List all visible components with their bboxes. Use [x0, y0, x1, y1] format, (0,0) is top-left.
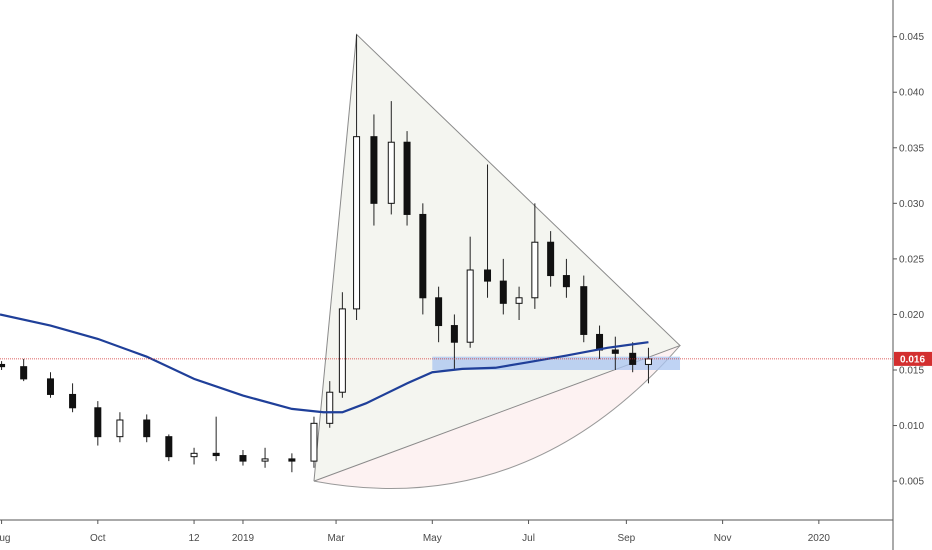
x-tick-label: Oct — [90, 533, 106, 544]
y-tick-label: 0.020 — [899, 310, 924, 321]
candle-body — [450, 325, 458, 343]
y-tick-label: 0.045 — [899, 32, 924, 43]
candle-body — [143, 419, 151, 438]
candle-body — [370, 136, 378, 204]
candle-body — [611, 349, 619, 354]
candle-body — [239, 455, 247, 462]
candle-body — [531, 241, 539, 299]
x-tick-label: Sep — [617, 533, 635, 544]
candle-body — [580, 286, 588, 335]
candle-body — [310, 422, 318, 462]
candle-body — [387, 141, 395, 204]
y-tick-label: 0.005 — [899, 477, 924, 488]
candle-body — [515, 297, 523, 304]
candle-body — [326, 391, 334, 424]
candle-body — [46, 378, 54, 395]
x-tick-label: 2020 — [808, 533, 831, 544]
y-tick-label: 0.015 — [899, 366, 924, 377]
triangle-outline — [313, 33, 681, 482]
x-tick-label: Jul — [522, 533, 535, 544]
candle-body — [353, 136, 361, 310]
candle-body — [547, 241, 555, 277]
y-tick-label: 0.030 — [899, 199, 924, 210]
x-tick-label: 2019 — [232, 533, 255, 544]
candle-body — [419, 213, 427, 299]
arc-fill — [313, 345, 681, 489]
last-price-label: 0.016 — [900, 354, 925, 365]
x-tick-label: Mar — [327, 533, 345, 544]
candle-body — [0, 363, 6, 368]
y-tick-label: 0.010 — [899, 421, 924, 432]
candle-body — [499, 280, 507, 304]
candle-body — [20, 366, 28, 380]
candle-body — [94, 407, 102, 438]
arc-line — [313, 345, 681, 490]
moving-average-line — [0, 313, 649, 414]
last-price-badge — [894, 351, 932, 366]
candle-body — [261, 458, 269, 462]
y-tick-label: 0.040 — [899, 88, 924, 99]
candle-body — [435, 297, 443, 327]
candle-body — [190, 452, 198, 458]
candle-body — [288, 458, 296, 462]
candle-body — [338, 308, 346, 393]
y-tick-label: 0.025 — [899, 254, 924, 265]
candle-body — [466, 269, 474, 343]
candle-body — [644, 358, 652, 365]
support-zone — [432, 356, 681, 370]
chart-overlays: 0.016 — [0, 313, 932, 414]
candle-body — [596, 333, 604, 351]
candle-body — [116, 419, 124, 438]
candle-body — [484, 269, 492, 282]
candle-body — [562, 275, 570, 288]
candle-body — [403, 141, 411, 215]
candle-body — [69, 393, 77, 409]
x-tick-label: Aug — [0, 533, 10, 544]
chart-drawings — [313, 33, 681, 490]
x-tick-label: 12 — [188, 533, 200, 544]
candle-body — [212, 452, 220, 457]
x-tick-label: Nov — [714, 533, 732, 544]
x-tick-label: May — [423, 533, 442, 544]
candle-body — [165, 436, 173, 458]
y-tick-label: 0.035 — [899, 143, 924, 154]
